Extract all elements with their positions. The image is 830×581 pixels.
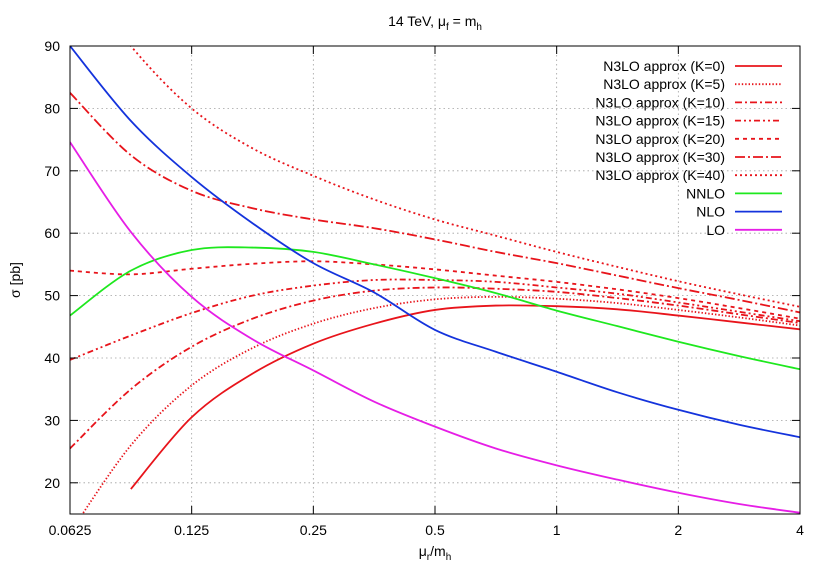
legend: N3LO approx (K=0) N3LO approx (K=5) N3LO a… [595, 58, 782, 238]
legend-label: N3LO approx (K=40) [595, 167, 725, 183]
y-tick-label: 20 [44, 475, 60, 491]
legend-label: NNLO [686, 185, 725, 201]
x-tick-label: 0.5 [425, 522, 445, 538]
y-tick-label: 70 [44, 163, 60, 179]
y-tick-label: 60 [44, 225, 60, 241]
y-tick-label: 80 [44, 100, 60, 116]
legend-label: N3LO approx (K=20) [595, 131, 725, 147]
x-tick-label: 1 [553, 522, 561, 538]
legend-label: NLO [696, 204, 725, 220]
legend-label: LO [706, 222, 725, 238]
legend-label: N3LO approx (K=30) [595, 149, 725, 165]
series-n3lo-approx-k-20-line [70, 260, 800, 320]
y-tick-label: 30 [44, 412, 60, 428]
y-tick-label: 40 [44, 350, 60, 366]
x-tick-label: 0.125 [174, 522, 209, 538]
x-tick-label: 4 [796, 522, 804, 538]
legend-label: N3LO approx (K=0) [603, 58, 725, 74]
y-axis-label: σ [pb] [7, 262, 23, 298]
grid [70, 46, 800, 514]
x-tick-label: 0.25 [300, 522, 327, 538]
legend-label: N3LO approx (K=10) [595, 94, 725, 110]
series-n3lo-approx-k-30-line [70, 92, 800, 314]
series-nnlo-line [70, 246, 800, 371]
x-axis-label: μr/mh [419, 543, 452, 563]
y-tick-label: 90 [44, 38, 60, 54]
series-nlo-line [70, 46, 800, 439]
y-tick-label: 50 [44, 288, 60, 304]
x-tick-label: 0.0625 [49, 522, 92, 538]
series-lo-line [70, 141, 800, 514]
series-n3lo-approx-k-0-line [130, 304, 800, 490]
chart-title: 14 TeV, μf = mh [388, 13, 482, 33]
series-n3lo-approx-k-10-line [70, 286, 800, 450]
ticks: 0.0625 0.125 0.25 0.5 1 2 4 20 30 40 50 60 70 80 90 [44, 38, 804, 538]
x-tick-label: 2 [674, 522, 682, 538]
legend-label: N3LO approx (K=5) [603, 76, 725, 92]
series-layer [70, 46, 800, 514]
legend-label: N3LO approx (K=15) [595, 113, 725, 129]
